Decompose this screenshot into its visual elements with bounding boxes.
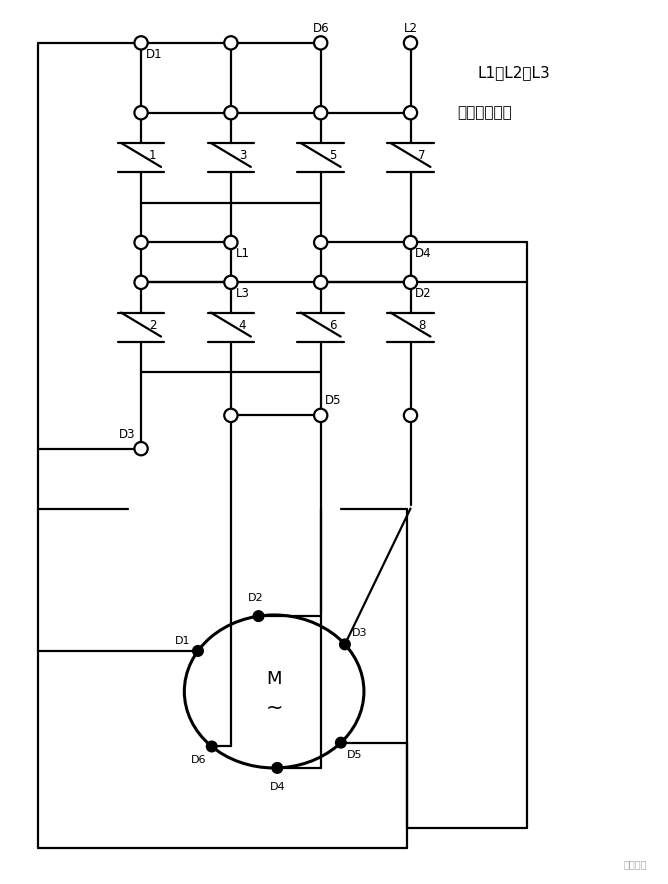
Circle shape [134,106,148,119]
Text: 技成培训: 技成培训 [623,859,647,869]
Text: D4: D4 [270,781,286,791]
Text: D6: D6 [191,755,206,765]
Circle shape [224,236,238,249]
Text: D1: D1 [174,636,190,646]
Text: 7: 7 [418,149,426,162]
Circle shape [134,276,148,289]
Text: D2: D2 [247,593,263,603]
Circle shape [314,36,327,50]
Circle shape [314,106,327,119]
Text: 3: 3 [239,149,246,162]
Text: 6: 6 [329,319,336,332]
Circle shape [253,611,264,621]
Text: ~: ~ [265,698,283,718]
Text: 8: 8 [418,319,426,332]
Circle shape [404,408,417,422]
Circle shape [134,442,148,455]
Text: 5: 5 [329,149,336,162]
Text: 1: 1 [149,149,156,162]
Circle shape [134,36,148,50]
Text: L1、L2、L3: L1、L2、L3 [477,65,550,80]
Circle shape [224,408,238,422]
Circle shape [404,106,417,119]
Circle shape [206,741,217,751]
Circle shape [314,408,327,422]
Text: 4: 4 [239,319,246,332]
Text: L3: L3 [236,287,249,300]
Text: D6: D6 [313,22,329,34]
Text: L1: L1 [236,248,250,260]
Circle shape [224,276,238,289]
Text: D5: D5 [347,751,363,760]
Text: D1: D1 [146,48,162,60]
Text: D3: D3 [352,628,367,638]
Text: D2: D2 [415,287,432,300]
Circle shape [339,639,350,650]
Text: L2: L2 [403,22,418,34]
Circle shape [192,645,203,656]
Circle shape [335,737,346,748]
Circle shape [272,763,283,774]
Circle shape [224,36,238,50]
Text: D3: D3 [120,428,136,440]
Text: D5: D5 [325,394,342,408]
Text: D4: D4 [415,248,432,260]
Text: 2: 2 [149,319,156,332]
Circle shape [404,236,417,249]
Text: M: M [267,670,282,689]
Circle shape [314,236,327,249]
Circle shape [314,276,327,289]
Text: 为电源进线端: 为电源进线端 [457,105,512,120]
Circle shape [404,36,417,50]
Circle shape [224,106,238,119]
Circle shape [404,276,417,289]
Circle shape [134,236,148,249]
